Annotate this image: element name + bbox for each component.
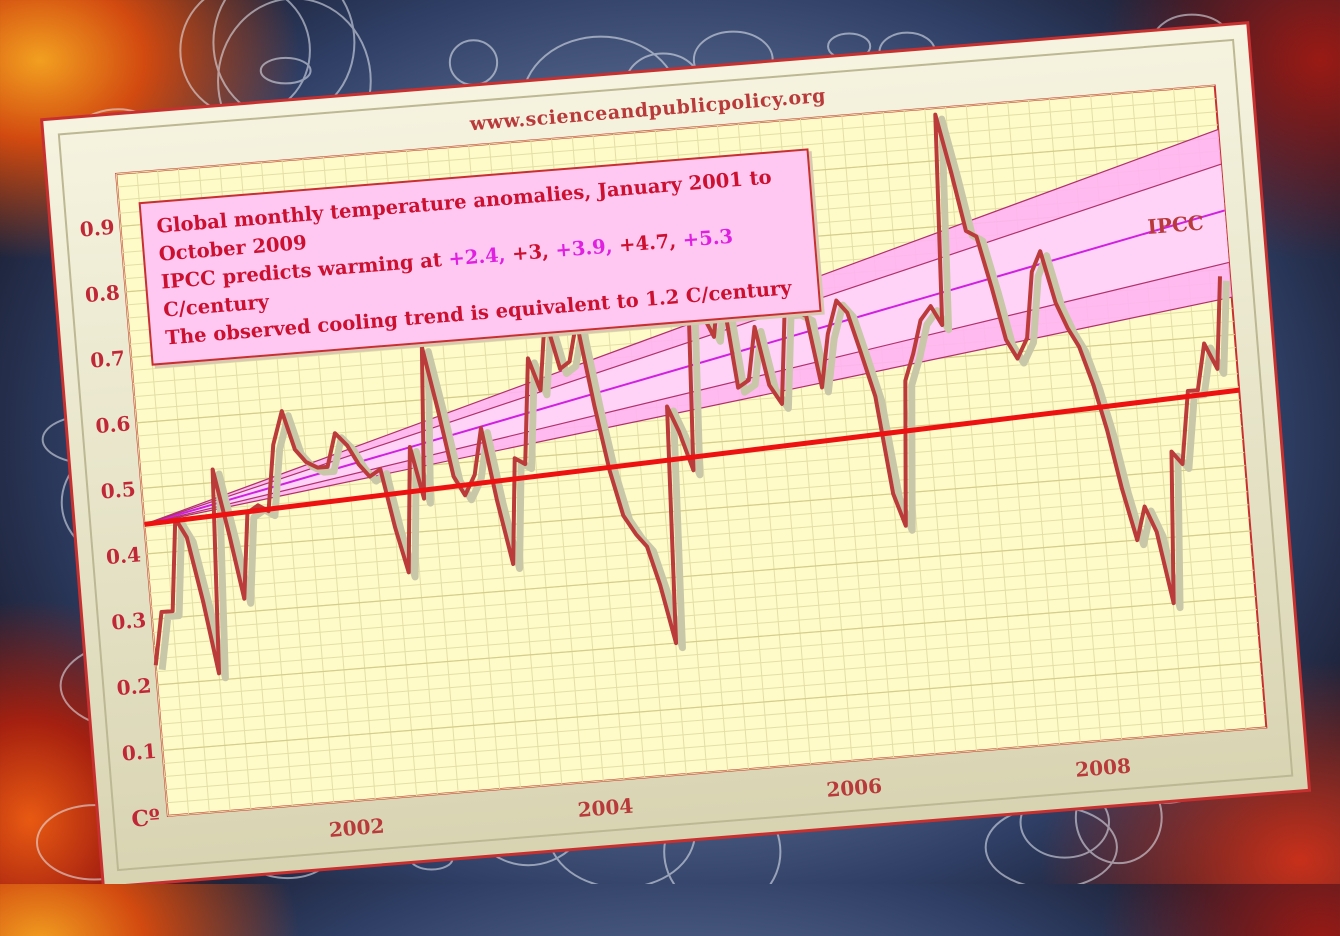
x-tick-label: 2008 — [1074, 754, 1131, 782]
ipcc-rate-3: +3.9, — [548, 234, 613, 262]
y-tick-label: 0.9 — [79, 215, 116, 242]
x-tick-label: 2002 — [328, 814, 385, 842]
ipcc-label: IPCC — [1147, 211, 1205, 239]
y-axis-unit: Cº — [131, 805, 162, 833]
y-tick-label: 0.5 — [100, 477, 137, 504]
ipcc-rate-4: +4.7, — [611, 229, 676, 257]
y-tick-label: 0.8 — [84, 280, 121, 307]
x-tick-label: 2006 — [826, 774, 883, 802]
ipcc-rate-5: +5.3 — [675, 225, 734, 253]
y-tick-label: 0.4 — [105, 542, 142, 569]
y-tick-label: 0.7 — [89, 346, 126, 373]
ipcc-rate-1: +2.4, — [448, 243, 507, 271]
x-tick-label: 2004 — [577, 794, 634, 822]
ipcc-rate-2: +3, — [504, 240, 549, 266]
y-tick-label: 0.1 — [121, 739, 158, 766]
y-tick-label: 0.6 — [95, 411, 132, 438]
y-tick-label: 0.3 — [110, 608, 147, 635]
y-tick-label: 0.2 — [116, 673, 153, 700]
